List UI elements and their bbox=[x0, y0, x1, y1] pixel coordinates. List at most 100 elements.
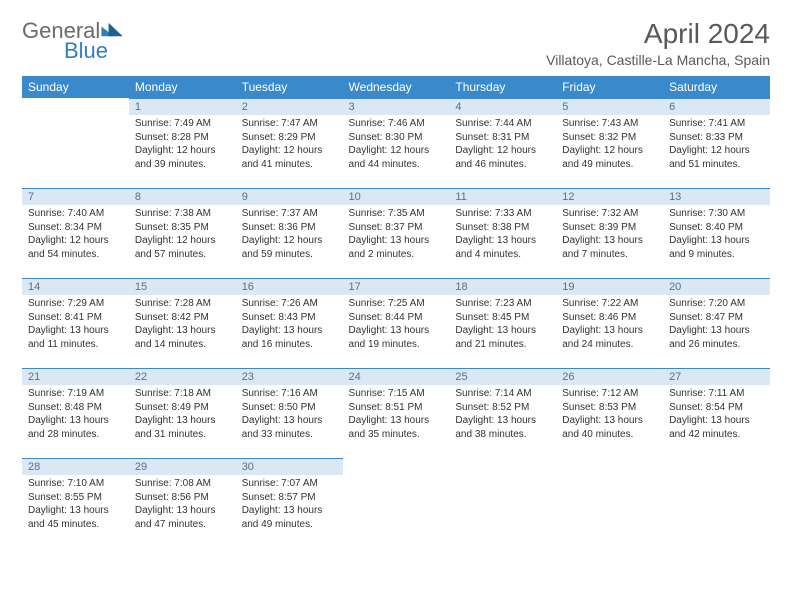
day-details: Sunrise: 7:07 AMSunset: 8:57 PMDaylight:… bbox=[236, 475, 343, 537]
day-details: Sunrise: 7:18 AMSunset: 8:49 PMDaylight:… bbox=[129, 385, 236, 447]
page-title: April 2024 bbox=[546, 18, 770, 50]
day-sunset: Sunset: 8:45 PM bbox=[455, 311, 550, 325]
day-details: Sunrise: 7:32 AMSunset: 8:39 PMDaylight:… bbox=[556, 205, 663, 267]
calendar-cell: 13Sunrise: 7:30 AMSunset: 8:40 PMDayligh… bbox=[663, 188, 770, 278]
day-sunset: Sunset: 8:51 PM bbox=[349, 401, 444, 415]
day-dl2: and 19 minutes. bbox=[349, 338, 444, 352]
calendar-cell: 27Sunrise: 7:11 AMSunset: 8:54 PMDayligh… bbox=[663, 368, 770, 458]
day-dl2: and 4 minutes. bbox=[455, 248, 550, 262]
calendar-cell bbox=[449, 458, 556, 548]
calendar-cell: 30Sunrise: 7:07 AMSunset: 8:57 PMDayligh… bbox=[236, 458, 343, 548]
day-number: 17 bbox=[343, 278, 450, 295]
day-dl2: and 35 minutes. bbox=[349, 428, 444, 442]
day-details: Sunrise: 7:26 AMSunset: 8:43 PMDaylight:… bbox=[236, 295, 343, 357]
day-dl1: Daylight: 13 hours bbox=[135, 324, 230, 338]
calendar-cell: 11Sunrise: 7:33 AMSunset: 8:38 PMDayligh… bbox=[449, 188, 556, 278]
day-sunset: Sunset: 8:40 PM bbox=[669, 221, 764, 235]
day-sunset: Sunset: 8:30 PM bbox=[349, 131, 444, 145]
calendar-cell: 23Sunrise: 7:16 AMSunset: 8:50 PMDayligh… bbox=[236, 368, 343, 458]
day-sunset: Sunset: 8:52 PM bbox=[455, 401, 550, 415]
day-dl1: Daylight: 12 hours bbox=[135, 234, 230, 248]
day-dl2: and 44 minutes. bbox=[349, 158, 444, 172]
calendar-cell: 29Sunrise: 7:08 AMSunset: 8:56 PMDayligh… bbox=[129, 458, 236, 548]
day-dl2: and 31 minutes. bbox=[135, 428, 230, 442]
day-dl2: and 26 minutes. bbox=[669, 338, 764, 352]
day-sunset: Sunset: 8:50 PM bbox=[242, 401, 337, 415]
day-sunset: Sunset: 8:35 PM bbox=[135, 221, 230, 235]
day-details: Sunrise: 7:37 AMSunset: 8:36 PMDaylight:… bbox=[236, 205, 343, 267]
day-dl2: and 11 minutes. bbox=[28, 338, 123, 352]
day-number: 27 bbox=[663, 368, 770, 385]
day-number: 9 bbox=[236, 188, 343, 205]
day-sunset: Sunset: 8:56 PM bbox=[135, 491, 230, 505]
day-number: 26 bbox=[556, 368, 663, 385]
day-sunset: Sunset: 8:53 PM bbox=[562, 401, 657, 415]
calendar-cell: 12Sunrise: 7:32 AMSunset: 8:39 PMDayligh… bbox=[556, 188, 663, 278]
day-sunrise: Sunrise: 7:25 AM bbox=[349, 297, 444, 311]
weekday-header: Sunday bbox=[22, 76, 129, 98]
day-sunset: Sunset: 8:49 PM bbox=[135, 401, 230, 415]
day-dl1: Daylight: 13 hours bbox=[28, 504, 123, 518]
day-dl1: Daylight: 12 hours bbox=[242, 144, 337, 158]
day-dl2: and 49 minutes. bbox=[562, 158, 657, 172]
day-sunset: Sunset: 8:32 PM bbox=[562, 131, 657, 145]
weekday-header: Thursday bbox=[449, 76, 556, 98]
day-number: 19 bbox=[556, 278, 663, 295]
day-sunset: Sunset: 8:47 PM bbox=[669, 311, 764, 325]
day-dl1: Daylight: 13 hours bbox=[242, 324, 337, 338]
day-details: Sunrise: 7:23 AMSunset: 8:45 PMDaylight:… bbox=[449, 295, 556, 357]
calendar-cell: 9Sunrise: 7:37 AMSunset: 8:36 PMDaylight… bbox=[236, 188, 343, 278]
day-sunset: Sunset: 8:36 PM bbox=[242, 221, 337, 235]
calendar-cell: 22Sunrise: 7:18 AMSunset: 8:49 PMDayligh… bbox=[129, 368, 236, 458]
day-sunrise: Sunrise: 7:41 AM bbox=[669, 117, 764, 131]
calendar-cell: 28Sunrise: 7:10 AMSunset: 8:55 PMDayligh… bbox=[22, 458, 129, 548]
day-number: 6 bbox=[663, 98, 770, 115]
calendar-cell: 8Sunrise: 7:38 AMSunset: 8:35 PMDaylight… bbox=[129, 188, 236, 278]
calendar-cell: 19Sunrise: 7:22 AMSunset: 8:46 PMDayligh… bbox=[556, 278, 663, 368]
day-number: 16 bbox=[236, 278, 343, 295]
day-dl2: and 39 minutes. bbox=[135, 158, 230, 172]
day-number: 3 bbox=[343, 98, 450, 115]
day-number: 14 bbox=[22, 278, 129, 295]
day-dl1: Daylight: 13 hours bbox=[349, 414, 444, 428]
day-number: 7 bbox=[22, 188, 129, 205]
calendar-cell bbox=[663, 458, 770, 548]
day-dl1: Daylight: 12 hours bbox=[669, 144, 764, 158]
day-sunset: Sunset: 8:44 PM bbox=[349, 311, 444, 325]
day-number: 24 bbox=[343, 368, 450, 385]
day-sunrise: Sunrise: 7:10 AM bbox=[28, 477, 123, 491]
day-dl1: Daylight: 13 hours bbox=[562, 324, 657, 338]
day-details: Sunrise: 7:44 AMSunset: 8:31 PMDaylight:… bbox=[449, 115, 556, 177]
day-number: 22 bbox=[129, 368, 236, 385]
day-sunset: Sunset: 8:41 PM bbox=[28, 311, 123, 325]
day-dl1: Daylight: 13 hours bbox=[455, 234, 550, 248]
day-dl2: and 9 minutes. bbox=[669, 248, 764, 262]
day-sunrise: Sunrise: 7:29 AM bbox=[28, 297, 123, 311]
day-dl1: Daylight: 13 hours bbox=[28, 324, 123, 338]
calendar-cell: 15Sunrise: 7:28 AMSunset: 8:42 PMDayligh… bbox=[129, 278, 236, 368]
calendar-cell: 14 Sunrise: 7:29 AMSunset: 8:41 PMDayligh… bbox=[22, 278, 129, 368]
day-details: Sunrise: 7:22 AMSunset: 8:46 PMDaylight:… bbox=[556, 295, 663, 357]
calendar-cell: 4Sunrise: 7:44 AMSunset: 8:31 PMDaylight… bbox=[449, 98, 556, 188]
calendar-cell bbox=[22, 98, 129, 188]
calendar-cell: 17Sunrise: 7:25 AMSunset: 8:44 PMDayligh… bbox=[343, 278, 450, 368]
day-number: 11 bbox=[449, 188, 556, 205]
day-dl1: Daylight: 12 hours bbox=[562, 144, 657, 158]
day-sunrise: Sunrise: 7:35 AM bbox=[349, 207, 444, 221]
day-details: Sunrise: 7:12 AMSunset: 8:53 PMDaylight:… bbox=[556, 385, 663, 447]
day-sunrise: Sunrise: 7:16 AM bbox=[242, 387, 337, 401]
page-subtitle: Villatoya, Castille-La Mancha, Spain bbox=[546, 52, 770, 68]
calendar-cell: 1Sunrise: 7:49 AMSunset: 8:28 PMDaylight… bbox=[129, 98, 236, 188]
day-sunrise: Sunrise: 7:15 AM bbox=[349, 387, 444, 401]
day-sunrise: Sunrise: 7:07 AM bbox=[242, 477, 337, 491]
day-sunrise: Sunrise: 7:14 AM bbox=[455, 387, 550, 401]
day-details: Sunrise: 7:30 AMSunset: 8:40 PMDaylight:… bbox=[663, 205, 770, 267]
day-dl1: Daylight: 12 hours bbox=[455, 144, 550, 158]
day-dl2: and 49 minutes. bbox=[242, 518, 337, 532]
weekday-header: Monday bbox=[129, 76, 236, 98]
day-sunrise: Sunrise: 7:40 AM bbox=[28, 207, 123, 221]
calendar-cell: 3Sunrise: 7:46 AMSunset: 8:30 PMDaylight… bbox=[343, 98, 450, 188]
day-dl2: and 33 minutes. bbox=[242, 428, 337, 442]
day-dl1: Daylight: 13 hours bbox=[455, 414, 550, 428]
day-sunset: Sunset: 8:33 PM bbox=[669, 131, 764, 145]
